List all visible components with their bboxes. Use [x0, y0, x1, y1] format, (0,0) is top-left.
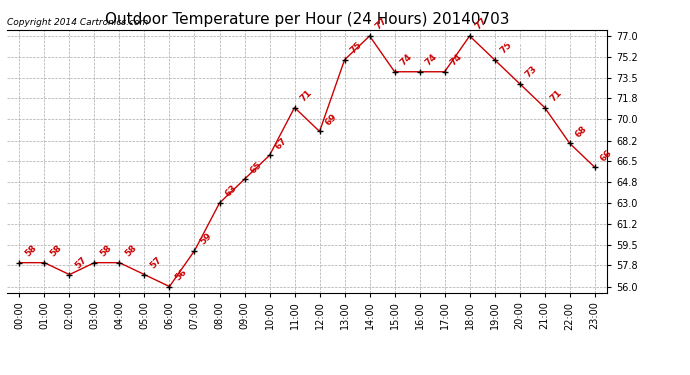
Text: 74: 74 [424, 52, 439, 68]
Text: 57: 57 [148, 255, 164, 270]
Text: 73: 73 [524, 64, 539, 80]
Text: 58: 58 [23, 243, 39, 258]
Text: 77: 77 [374, 16, 389, 32]
Text: 75: 75 [499, 40, 514, 56]
Text: 56: 56 [174, 267, 189, 282]
Text: Copyright 2014 Cartronics.com: Copyright 2014 Cartronics.com [7, 18, 148, 27]
Text: 71: 71 [549, 88, 564, 104]
Text: 58: 58 [99, 243, 114, 258]
Text: 66: 66 [599, 148, 614, 163]
Text: 57: 57 [74, 255, 89, 270]
Text: 58: 58 [48, 243, 63, 258]
Text: 74: 74 [448, 52, 464, 68]
Title: Outdoor Temperature per Hour (24 Hours) 20140703: Outdoor Temperature per Hour (24 Hours) … [105, 12, 509, 27]
Text: 59: 59 [199, 231, 214, 247]
Text: 63: 63 [224, 184, 239, 199]
Text: 71: 71 [299, 88, 314, 104]
Text: 68: 68 [574, 124, 589, 139]
Text: 65: 65 [248, 160, 264, 175]
Text: 69: 69 [324, 112, 339, 127]
Text: 58: 58 [124, 243, 139, 258]
Text: 67: 67 [274, 136, 289, 151]
Text: 74: 74 [399, 52, 414, 68]
Text: 77: 77 [474, 16, 489, 32]
Text: 75: 75 [348, 40, 364, 56]
